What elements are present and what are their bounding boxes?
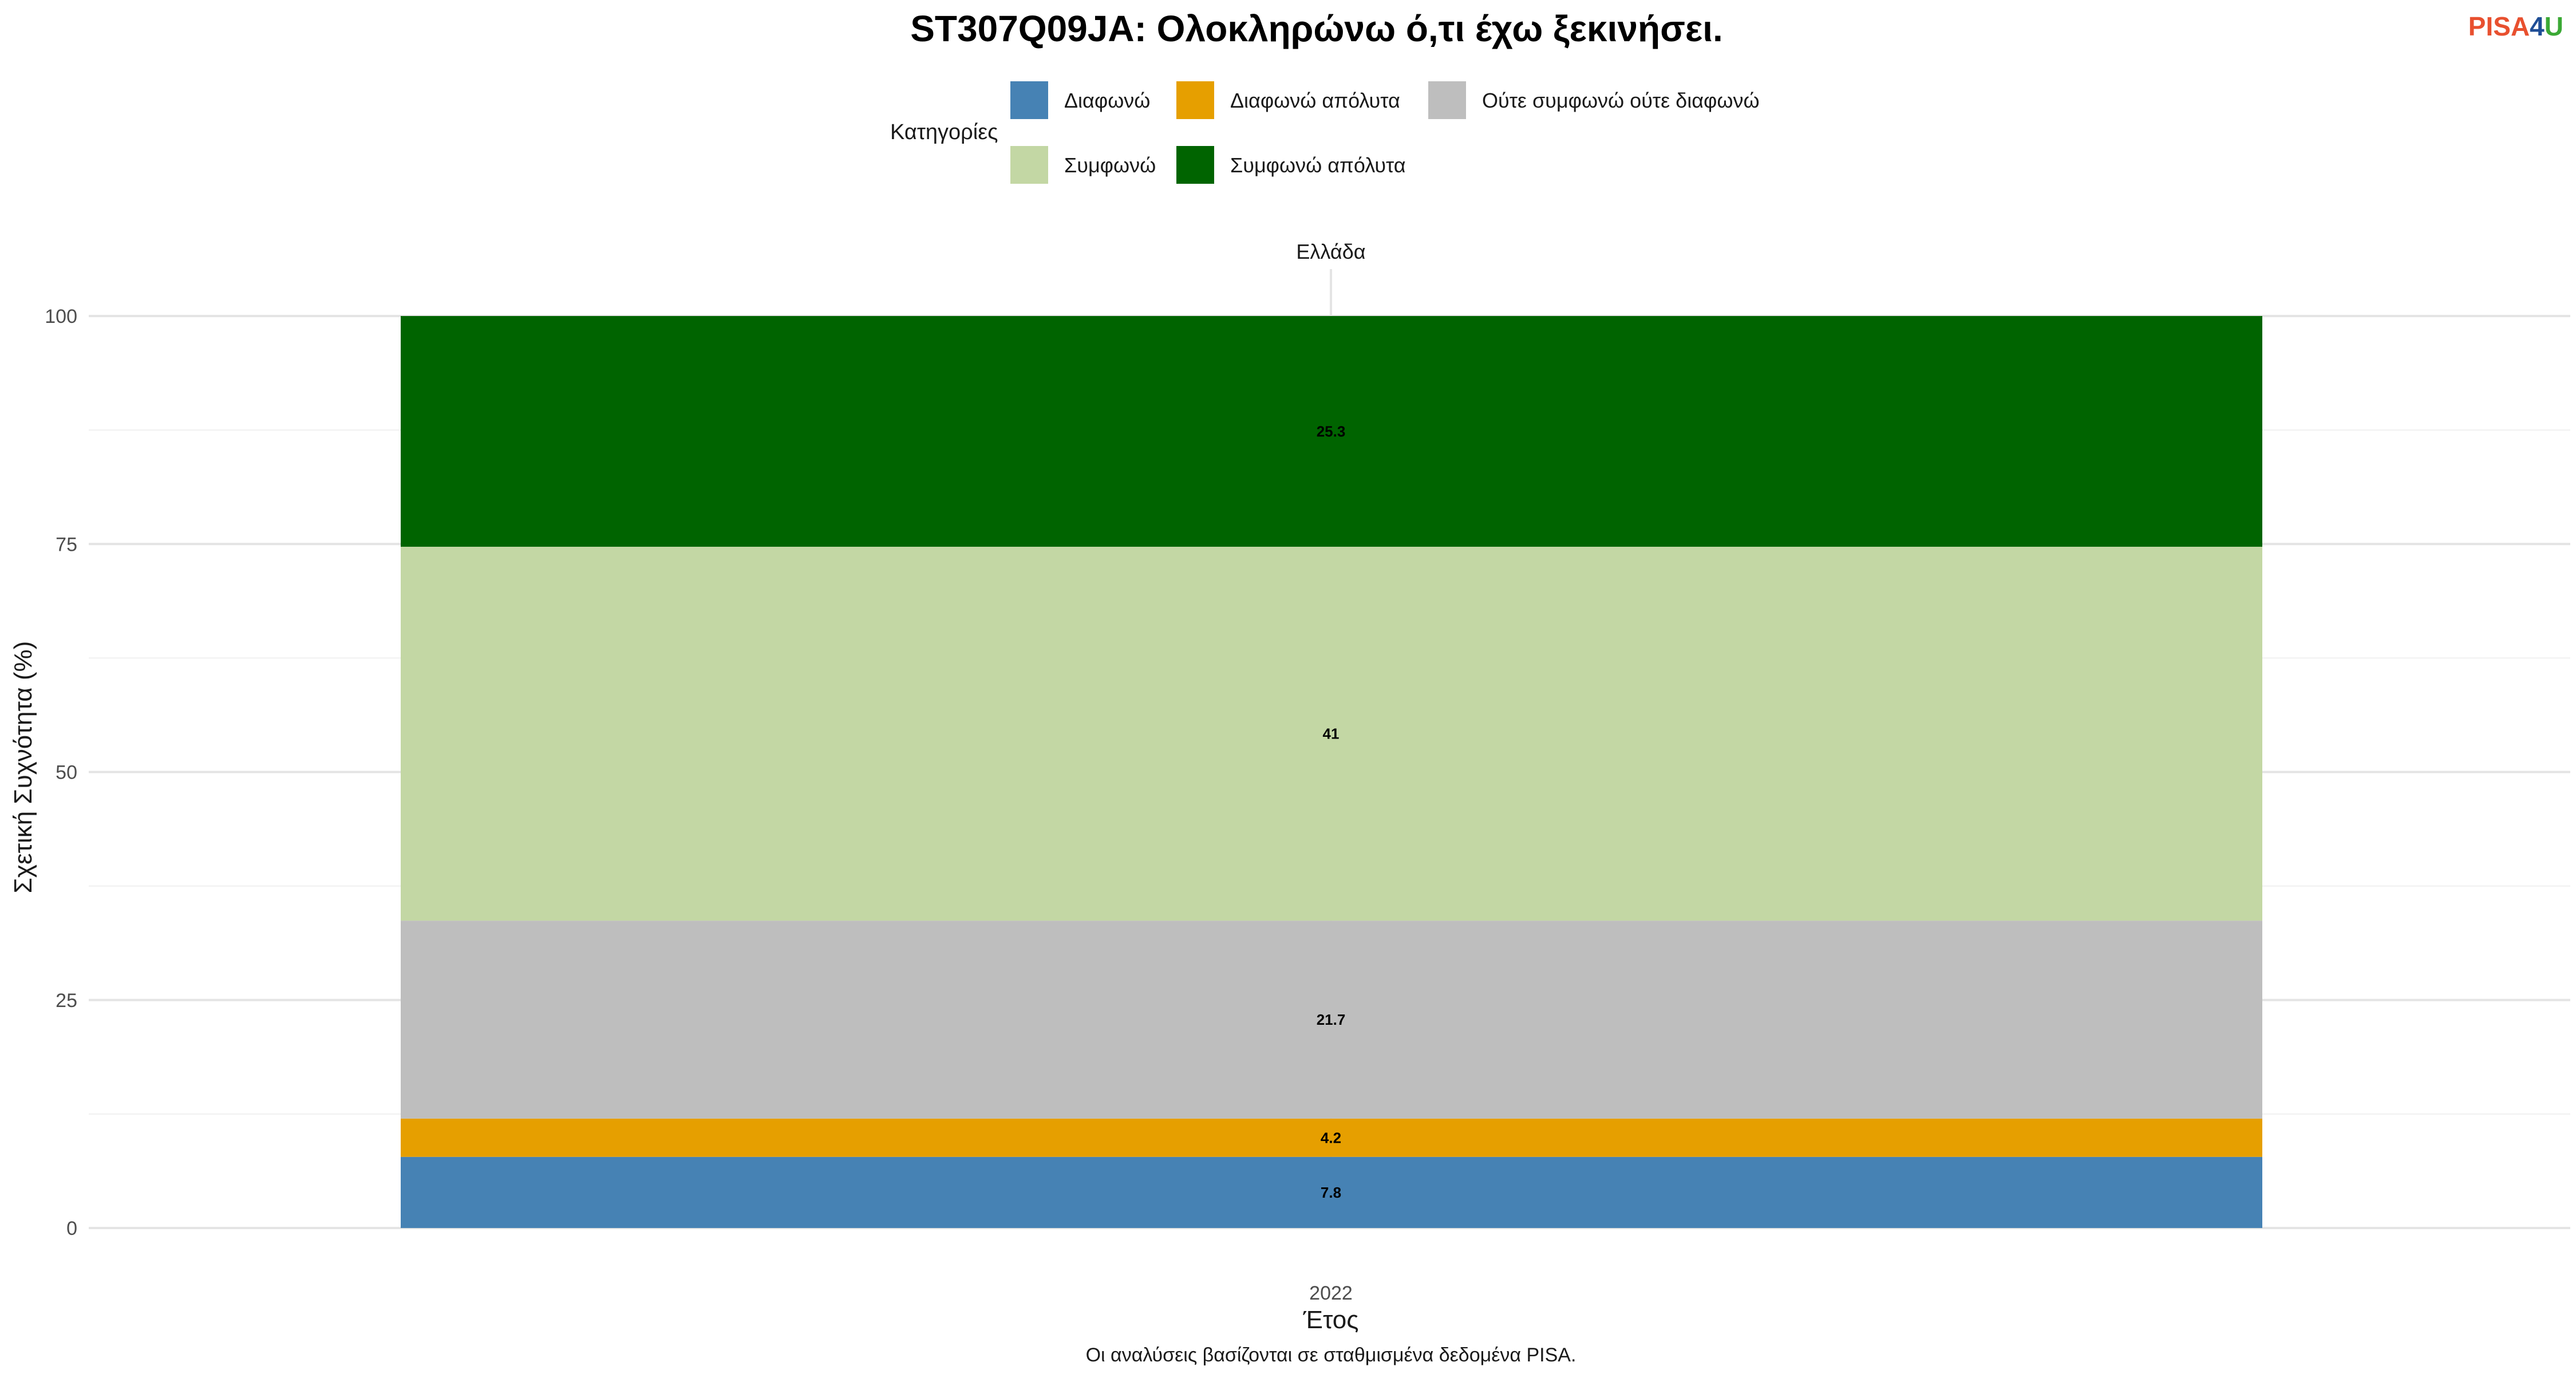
x-axis-ticks: 2022 — [1309, 1282, 1353, 1304]
legend-label: Διαφωνώ απόλυτα — [1230, 89, 1400, 112]
legend-label: Συμφωνώ απόλυτα — [1230, 153, 1406, 177]
y-tick-label: 75 — [56, 534, 77, 555]
legend: Κατηγορίες Διαφωνώ Διαφωνώ απόλυτα Ούτε συ… — [890, 81, 1760, 184]
y-tick-label: 100 — [45, 306, 77, 327]
data-label: 25.3 — [1317, 423, 1346, 440]
legend-swatch — [1428, 81, 1466, 119]
y-tick-label: 25 — [56, 990, 77, 1012]
bar-segment — [401, 316, 2262, 547]
y-tick-label: 50 — [56, 762, 77, 784]
legend-swatch — [1010, 81, 1048, 119]
y-tick-label: 0 — [66, 1218, 77, 1239]
legend-swatch — [1176, 146, 1214, 184]
legend-swatch — [1010, 146, 1048, 184]
logo-text-u: U — [2545, 11, 2563, 41]
legend-label: Διαφωνώ — [1064, 89, 1150, 112]
data-label: 7.8 — [1321, 1184, 1341, 1201]
facet-strip-label: Ελλάδα — [1296, 240, 1365, 263]
logo-text-4: 4 — [2530, 11, 2545, 41]
x-tick-label: 2022 — [1309, 1282, 1353, 1304]
y-axis-title: Σχετική Συχνότητα (%) — [9, 641, 37, 894]
legend-swatch — [1176, 81, 1214, 119]
bar-segment — [401, 921, 2262, 1119]
bar-segment — [401, 1156, 2262, 1228]
svg-text:PISA4U: PISA4U — [2468, 11, 2563, 41]
data-label: 21.7 — [1317, 1011, 1346, 1028]
legend-label: Συμφωνώ — [1064, 153, 1156, 177]
legend-label: Ούτε συμφωνώ ούτε διαφωνώ — [1482, 89, 1760, 112]
legend-title: Κατηγορίες — [890, 120, 998, 144]
caption: Οι αναλύσεις βασίζονται σε σταθμισμένα δ… — [1086, 1344, 1577, 1366]
y-axis-ticks: 0 25 50 75 100 — [45, 306, 77, 1239]
chart-title: ST307Q09JA: Ολοκληρώνω ό,τι έχω ξεκινήσε… — [910, 8, 1723, 49]
bar-segment — [401, 1118, 2262, 1157]
x-axis-title: Έτος — [1303, 1306, 1359, 1334]
bar-segment — [401, 547, 2262, 921]
pisa4u-logo: PISA4U — [2468, 11, 2563, 41]
data-labels: 7.8 4.2 21.7 41 25.3 — [1317, 423, 1346, 1201]
data-label: 41 — [1323, 725, 1340, 743]
data-label: 4.2 — [1321, 1129, 1341, 1146]
bar-segments — [401, 316, 2262, 1228]
logo-text-pisa: PISA — [2468, 11, 2530, 41]
